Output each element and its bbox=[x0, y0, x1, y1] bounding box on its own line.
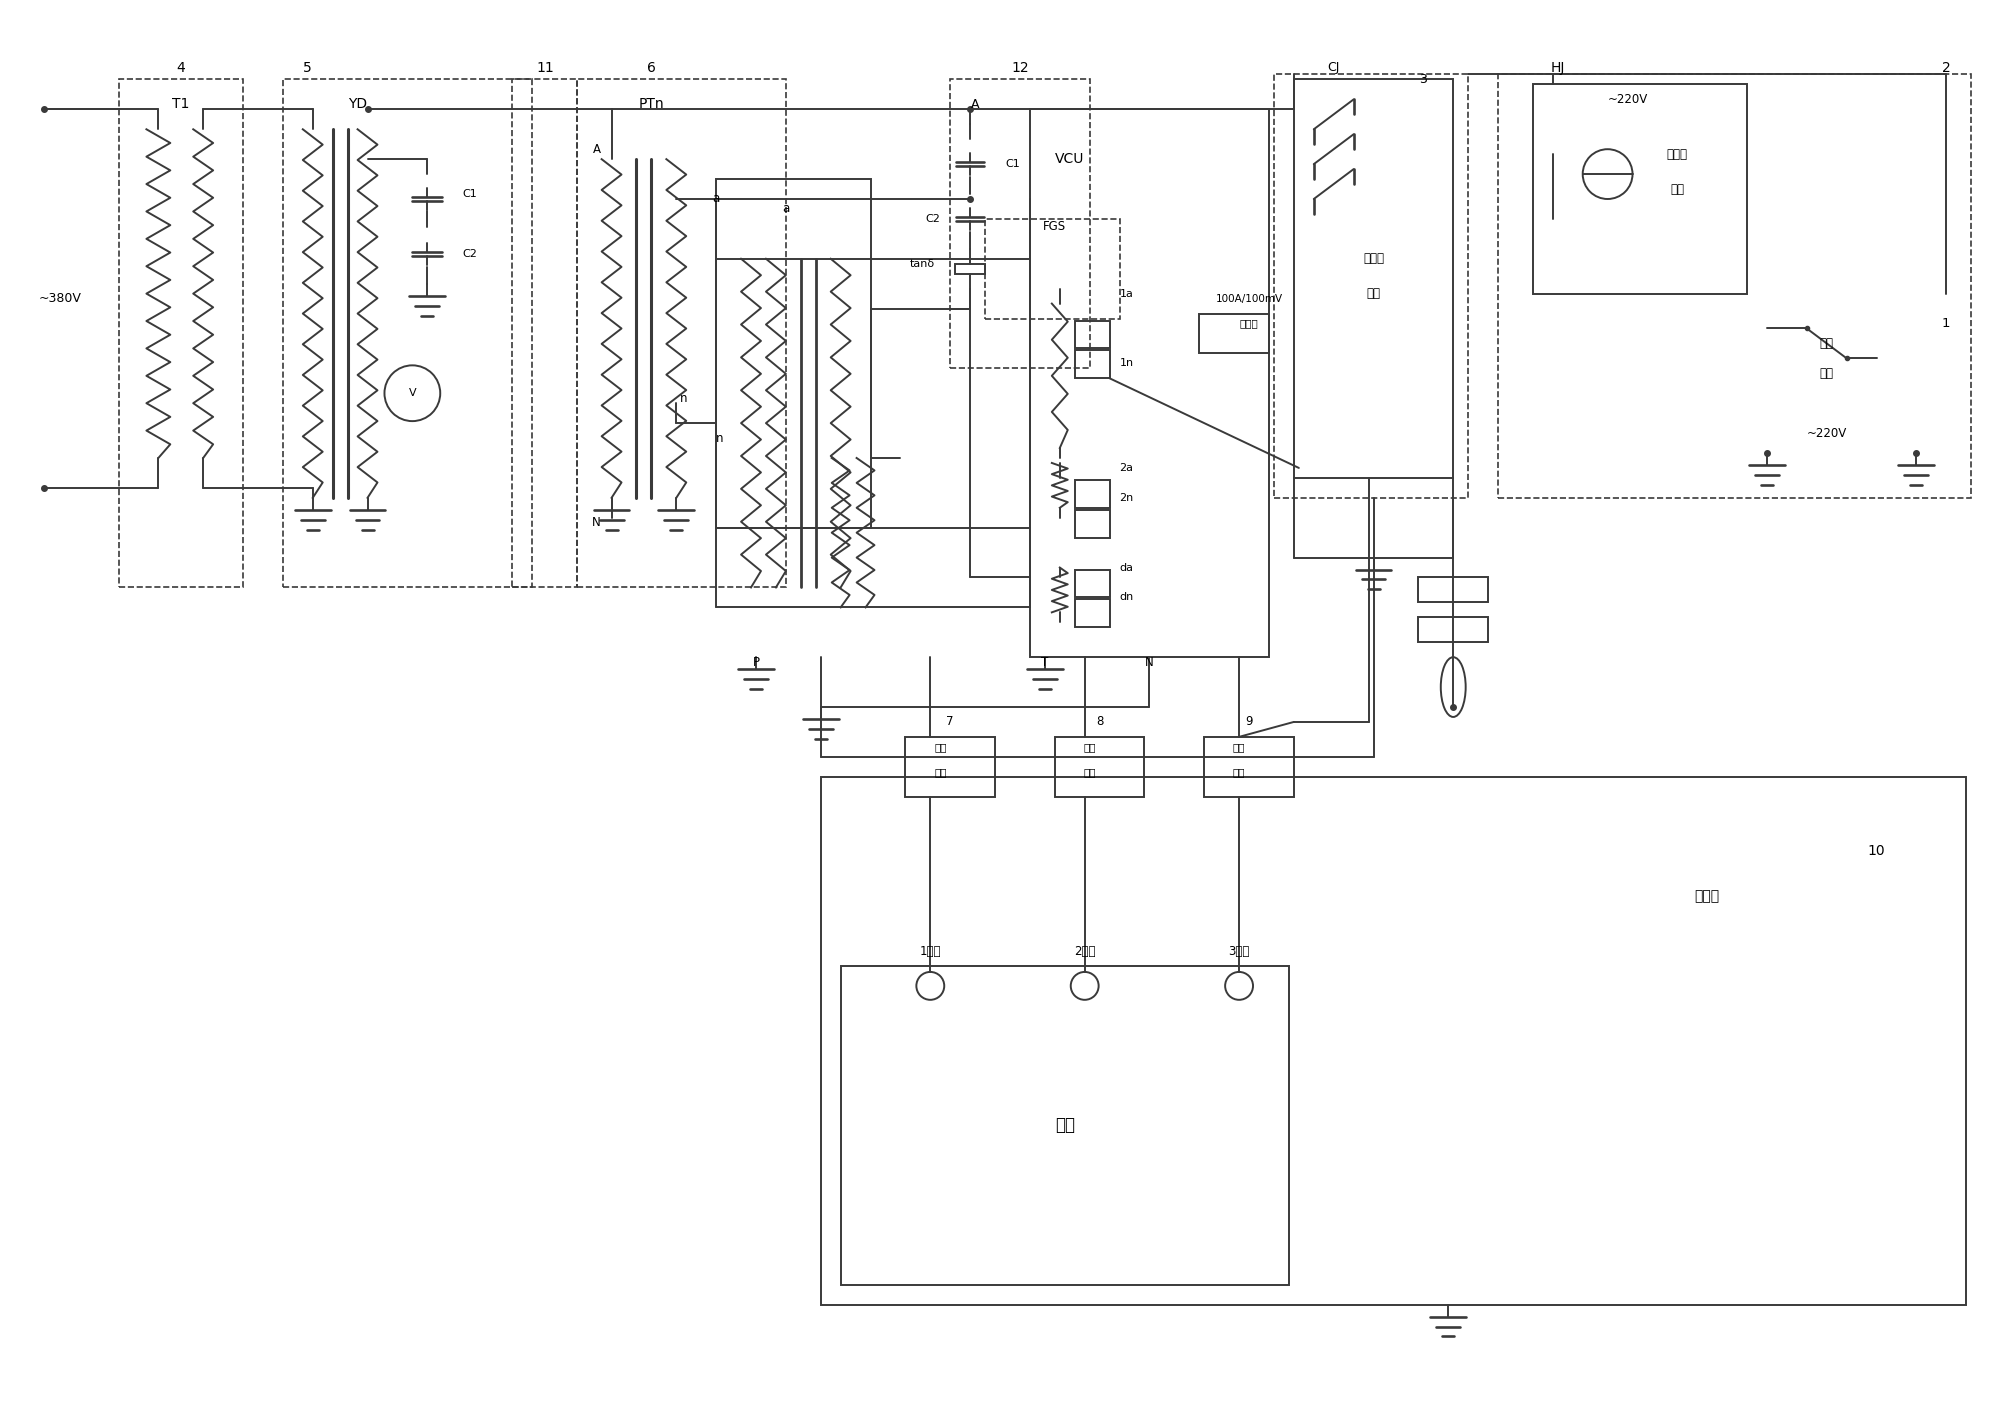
Bar bbox=[1075, 321, 1109, 349]
Bar bbox=[1294, 79, 1453, 478]
Text: dn: dn bbox=[1119, 592, 1133, 602]
Text: 7: 7 bbox=[946, 715, 954, 729]
Bar bbox=[1075, 570, 1109, 598]
Bar bbox=[284, 79, 531, 588]
Bar bbox=[984, 219, 1119, 318]
Text: N: N bbox=[592, 516, 602, 529]
Text: FGS: FGS bbox=[1043, 221, 1067, 234]
Text: 交流接: 交流接 bbox=[1363, 252, 1385, 266]
Text: 电器: 电器 bbox=[1671, 183, 1685, 196]
Text: 100A/100mV: 100A/100mV bbox=[1216, 294, 1282, 304]
Text: 10: 10 bbox=[1868, 844, 1886, 858]
Text: da: da bbox=[1119, 563, 1133, 573]
Text: 12: 12 bbox=[1011, 61, 1029, 75]
Text: 3: 3 bbox=[1419, 73, 1427, 86]
Text: ~220V: ~220V bbox=[1608, 93, 1649, 106]
Text: T1: T1 bbox=[171, 97, 189, 111]
Text: 6: 6 bbox=[646, 61, 656, 75]
Text: 时间继: 时间继 bbox=[1667, 148, 1687, 160]
Bar bbox=[1055, 737, 1145, 796]
Text: 1: 1 bbox=[1943, 317, 1951, 331]
Text: 触器: 触器 bbox=[1367, 287, 1381, 300]
Bar bbox=[1075, 480, 1109, 508]
Text: 启动: 启动 bbox=[1820, 336, 1834, 350]
Text: 11: 11 bbox=[535, 61, 554, 75]
Text: 5: 5 bbox=[302, 61, 312, 75]
Text: A: A bbox=[592, 142, 600, 156]
Text: a: a bbox=[713, 193, 721, 205]
Text: 2n: 2n bbox=[1119, 492, 1133, 502]
Text: VCU: VCU bbox=[1055, 152, 1085, 166]
Text: 2: 2 bbox=[1943, 61, 1951, 75]
Text: C2: C2 bbox=[926, 214, 940, 224]
Text: N: N bbox=[1145, 656, 1153, 668]
Text: 分流器: 分流器 bbox=[1240, 318, 1258, 328]
Text: 波形: 波形 bbox=[1055, 1116, 1075, 1134]
Text: P: P bbox=[753, 656, 759, 668]
Bar bbox=[821, 777, 1967, 1304]
Text: 示波器: 示波器 bbox=[1695, 889, 1719, 903]
Text: HJ: HJ bbox=[1550, 61, 1564, 75]
Bar bbox=[950, 79, 1089, 369]
Bar bbox=[1075, 350, 1109, 378]
Text: 一次: 一次 bbox=[934, 741, 946, 751]
Text: 1通道: 1通道 bbox=[920, 944, 940, 958]
Text: PTn: PTn bbox=[638, 97, 664, 111]
Text: 1n: 1n bbox=[1119, 359, 1133, 369]
Bar bbox=[1204, 737, 1294, 796]
Bar bbox=[119, 79, 244, 588]
Text: T: T bbox=[1041, 656, 1049, 668]
Bar bbox=[841, 967, 1288, 1285]
Text: C1: C1 bbox=[463, 189, 477, 198]
Bar bbox=[906, 737, 994, 796]
Text: V: V bbox=[409, 388, 417, 398]
Text: 电压: 电压 bbox=[934, 767, 946, 777]
Bar bbox=[1274, 75, 1467, 498]
Text: 按钮: 按钮 bbox=[1820, 367, 1834, 380]
Bar bbox=[576, 79, 785, 588]
Text: YD: YD bbox=[348, 97, 366, 111]
Text: 3通道: 3通道 bbox=[1228, 944, 1250, 958]
Bar bbox=[511, 79, 576, 588]
Text: 2a: 2a bbox=[1119, 463, 1133, 473]
Text: a: a bbox=[783, 203, 789, 215]
Bar bbox=[1075, 509, 1109, 537]
Bar bbox=[1031, 110, 1268, 657]
Bar bbox=[1498, 75, 1971, 498]
Bar bbox=[1419, 577, 1488, 602]
Text: CJ: CJ bbox=[1327, 61, 1341, 75]
Text: C2: C2 bbox=[463, 249, 477, 259]
Text: 9: 9 bbox=[1246, 715, 1252, 729]
Text: 二次: 二次 bbox=[1083, 741, 1095, 751]
Text: C1: C1 bbox=[1004, 159, 1021, 169]
Text: n: n bbox=[680, 391, 686, 405]
Bar bbox=[1419, 618, 1488, 642]
Bar bbox=[717, 179, 870, 528]
Text: 电压: 电压 bbox=[1083, 767, 1095, 777]
Text: ~380V: ~380V bbox=[38, 293, 83, 305]
Bar bbox=[956, 263, 984, 274]
Bar bbox=[1075, 599, 1109, 628]
Text: 1a: 1a bbox=[1119, 288, 1133, 298]
Text: n: n bbox=[717, 432, 723, 445]
Bar bbox=[1200, 314, 1268, 353]
Text: 电流: 电流 bbox=[1232, 767, 1246, 777]
Text: ~220V: ~220V bbox=[1806, 426, 1846, 439]
Text: 2通道: 2通道 bbox=[1075, 944, 1095, 958]
Text: A: A bbox=[970, 98, 980, 111]
Text: 二次: 二次 bbox=[1232, 741, 1246, 751]
Text: tanδ: tanδ bbox=[910, 259, 936, 269]
Text: 4: 4 bbox=[175, 61, 185, 75]
Bar bbox=[1534, 84, 1747, 294]
Text: 8: 8 bbox=[1095, 715, 1103, 729]
